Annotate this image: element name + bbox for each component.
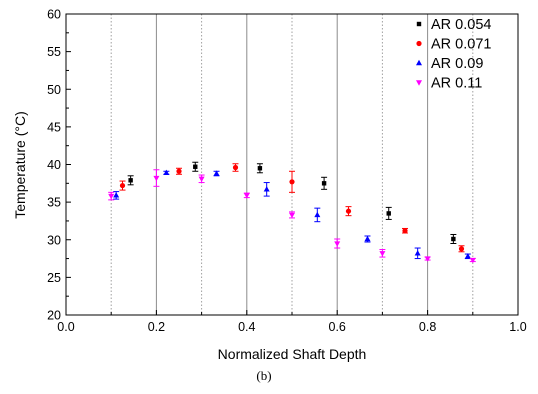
- data-point: [119, 182, 126, 189]
- data-point: [469, 257, 476, 264]
- y-tick-label: 40: [47, 158, 61, 172]
- data-point: [176, 168, 182, 174]
- data-point: [402, 228, 408, 234]
- data-point: [314, 211, 321, 218]
- x-tick-label: 0.8: [419, 320, 436, 334]
- legend-marker: [416, 80, 422, 86]
- y-tick-label: 45: [47, 120, 61, 134]
- data-point: [232, 164, 239, 171]
- y-tick-label: 20: [47, 309, 61, 323]
- y-tick-label: 30: [47, 233, 61, 247]
- data-point: [451, 236, 456, 242]
- data-point: [108, 193, 115, 200]
- legend-entry: AR 0.11: [431, 76, 482, 92]
- data-point: [414, 250, 421, 256]
- x-tick-label: 0.0: [57, 320, 74, 334]
- data-point: [113, 192, 120, 198]
- y-tick-label: 60: [47, 8, 61, 22]
- data-point: [257, 166, 263, 171]
- grid-lines: [110, 14, 474, 315]
- y-tick-labels: 20 25 30 35 40 45 50 55 60: [47, 8, 61, 323]
- data-point: [458, 246, 465, 252]
- x-tick-label: 1.0: [509, 320, 526, 334]
- data-point: [263, 186, 270, 192]
- legend-entry: AR 0.054: [431, 17, 491, 33]
- legend-marker: [416, 21, 422, 27]
- axis-ticks: [65, 13, 519, 316]
- data-series: [108, 161, 476, 264]
- y-axis-label: Temperature (°C): [12, 111, 28, 219]
- legend-marker: [416, 59, 422, 66]
- data-point: [153, 175, 160, 182]
- data-point: [424, 256, 431, 262]
- data-point: [128, 178, 133, 183]
- y-tick-label: 55: [47, 45, 61, 59]
- data-point: [364, 235, 371, 242]
- legend-entry: AR 0.09: [431, 56, 483, 72]
- data-point: [193, 164, 198, 169]
- data-point: [243, 193, 250, 199]
- data-point: [163, 169, 170, 175]
- x-tick-labels: 0.0 0.2 0.4 0.6 0.8 1.0: [57, 320, 526, 334]
- data-point: [289, 179, 295, 185]
- x-tick-label: 0.2: [148, 320, 165, 334]
- series-ar-0-054: [127, 161, 457, 245]
- x-tick-label: 0.4: [238, 320, 255, 334]
- data-point: [464, 253, 471, 259]
- figure-caption: (b): [256, 368, 271, 383]
- data-point: [321, 181, 327, 186]
- legend-entry: AR 0.071: [431, 37, 491, 53]
- data-point: [345, 208, 352, 214]
- series-ar-0-09: [113, 169, 471, 260]
- data-point: [379, 251, 386, 257]
- data-point: [289, 212, 295, 219]
- y-tick-label: 25: [47, 271, 61, 285]
- y-tick-label: 50: [47, 83, 61, 97]
- legend: AR 0.054 AR 0.071 AR 0.09 AR 0.11: [416, 17, 491, 92]
- legend-marker: [416, 40, 422, 47]
- data-point: [198, 176, 205, 182]
- x-tick-label: 0.6: [329, 320, 346, 334]
- data-point: [213, 170, 220, 176]
- y-tick-label: 35: [47, 196, 61, 210]
- x-axis-label: Normalized Shaft Depth: [218, 346, 367, 362]
- series-ar-0-071: [119, 163, 465, 253]
- series-ar-0-11: [108, 169, 476, 264]
- data-point: [334, 241, 341, 247]
- data-point: [386, 211, 391, 216]
